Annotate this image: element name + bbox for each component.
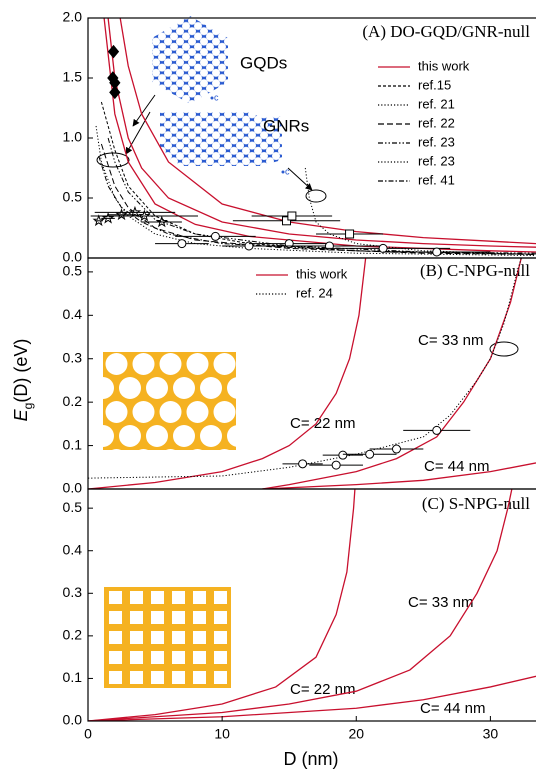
- legend-label: ref. 21: [418, 96, 455, 111]
- y-label-text: (D) (eV): [11, 339, 31, 403]
- marker: [433, 248, 441, 256]
- x-tick-label: 20: [348, 726, 364, 742]
- y-tick-label: 0.1: [63, 669, 83, 685]
- ellipse: [306, 190, 326, 202]
- y-tick-label: 0.0: [63, 480, 83, 496]
- annotation: GNRs: [263, 116, 309, 135]
- y-tick-label: 0.5: [63, 499, 83, 515]
- legend-label: ref. 41: [418, 172, 455, 187]
- annotation: C= 22 nm: [290, 681, 355, 698]
- arrow: [288, 168, 312, 190]
- s-npg-icon: [104, 587, 231, 688]
- y-tick-label: 0.1: [63, 436, 83, 452]
- marker: [339, 451, 347, 459]
- marker: [288, 212, 296, 220]
- marker: [346, 230, 354, 238]
- legend-label: ref. 23: [418, 153, 455, 168]
- y-tick-label: 1.0: [63, 129, 83, 145]
- annotation: c: [285, 166, 290, 176]
- panel-title: (A) DO-GQD/GNR-null: [362, 22, 530, 41]
- y-tick-label: 0.4: [63, 541, 83, 557]
- marker: [393, 445, 401, 453]
- panel-title: (B) C-NPG-null: [420, 261, 530, 280]
- y-tick-label: 0.5: [63, 263, 83, 279]
- annotation: c: [214, 92, 219, 102]
- marker: [178, 240, 186, 248]
- arrow: [133, 95, 155, 126]
- x-axis-label: D (nm): [284, 749, 339, 769]
- y-tick-label: 0.2: [63, 627, 83, 643]
- legend-label: this work: [418, 58, 470, 73]
- legend-label: ref. 24: [296, 285, 333, 300]
- marker: [332, 461, 340, 469]
- legend-label: ref. 23: [418, 134, 455, 149]
- legend-label: ref. 22: [418, 115, 455, 130]
- y-tick-label: 0.4: [63, 306, 83, 322]
- annotation: C= 33 nm: [408, 594, 473, 611]
- marker: [211, 232, 219, 240]
- legend-label: this work: [296, 266, 348, 281]
- panel-title: (C) S-NPG-null: [422, 494, 530, 513]
- figure: (A) DO-GQD/GNR-null GQDs GNRs c c (B) C-…: [0, 0, 536, 771]
- y-tick-label: 0.5: [63, 189, 83, 205]
- y-tick-label: 0.3: [63, 584, 83, 600]
- y-tick-label: 2.0: [63, 9, 83, 25]
- annotation: C= 33 nm: [418, 332, 483, 349]
- annotation: GQDs: [240, 53, 287, 72]
- marker: [379, 244, 387, 252]
- x-tick-label: 0: [84, 726, 92, 742]
- marker: [299, 460, 307, 468]
- annotation: C= 22 nm: [290, 415, 355, 432]
- c-npg-icon: [103, 352, 236, 450]
- curve: [101, 144, 536, 254]
- marker: [108, 46, 118, 58]
- marker: [366, 450, 374, 458]
- annotation: C= 44 nm: [420, 700, 485, 717]
- x-tick-label: 30: [483, 726, 499, 742]
- marker: [433, 426, 441, 434]
- y-tick-label: 0.2: [63, 393, 83, 409]
- x-tick-label: 10: [214, 726, 230, 742]
- legend-label: ref.15: [418, 77, 451, 92]
- y-label-subscript: g: [21, 403, 35, 410]
- gqd-icon: [152, 16, 228, 104]
- y-tick-label: 1.5: [63, 69, 83, 85]
- page: {"chart_data": [ {"type": "line", "title…: [0, 0, 536, 771]
- y-tick-label: 0.3: [63, 349, 83, 365]
- y-tick-label: 0.0: [63, 712, 83, 728]
- y-axis-label: Eg(D) (eV): [11, 339, 35, 422]
